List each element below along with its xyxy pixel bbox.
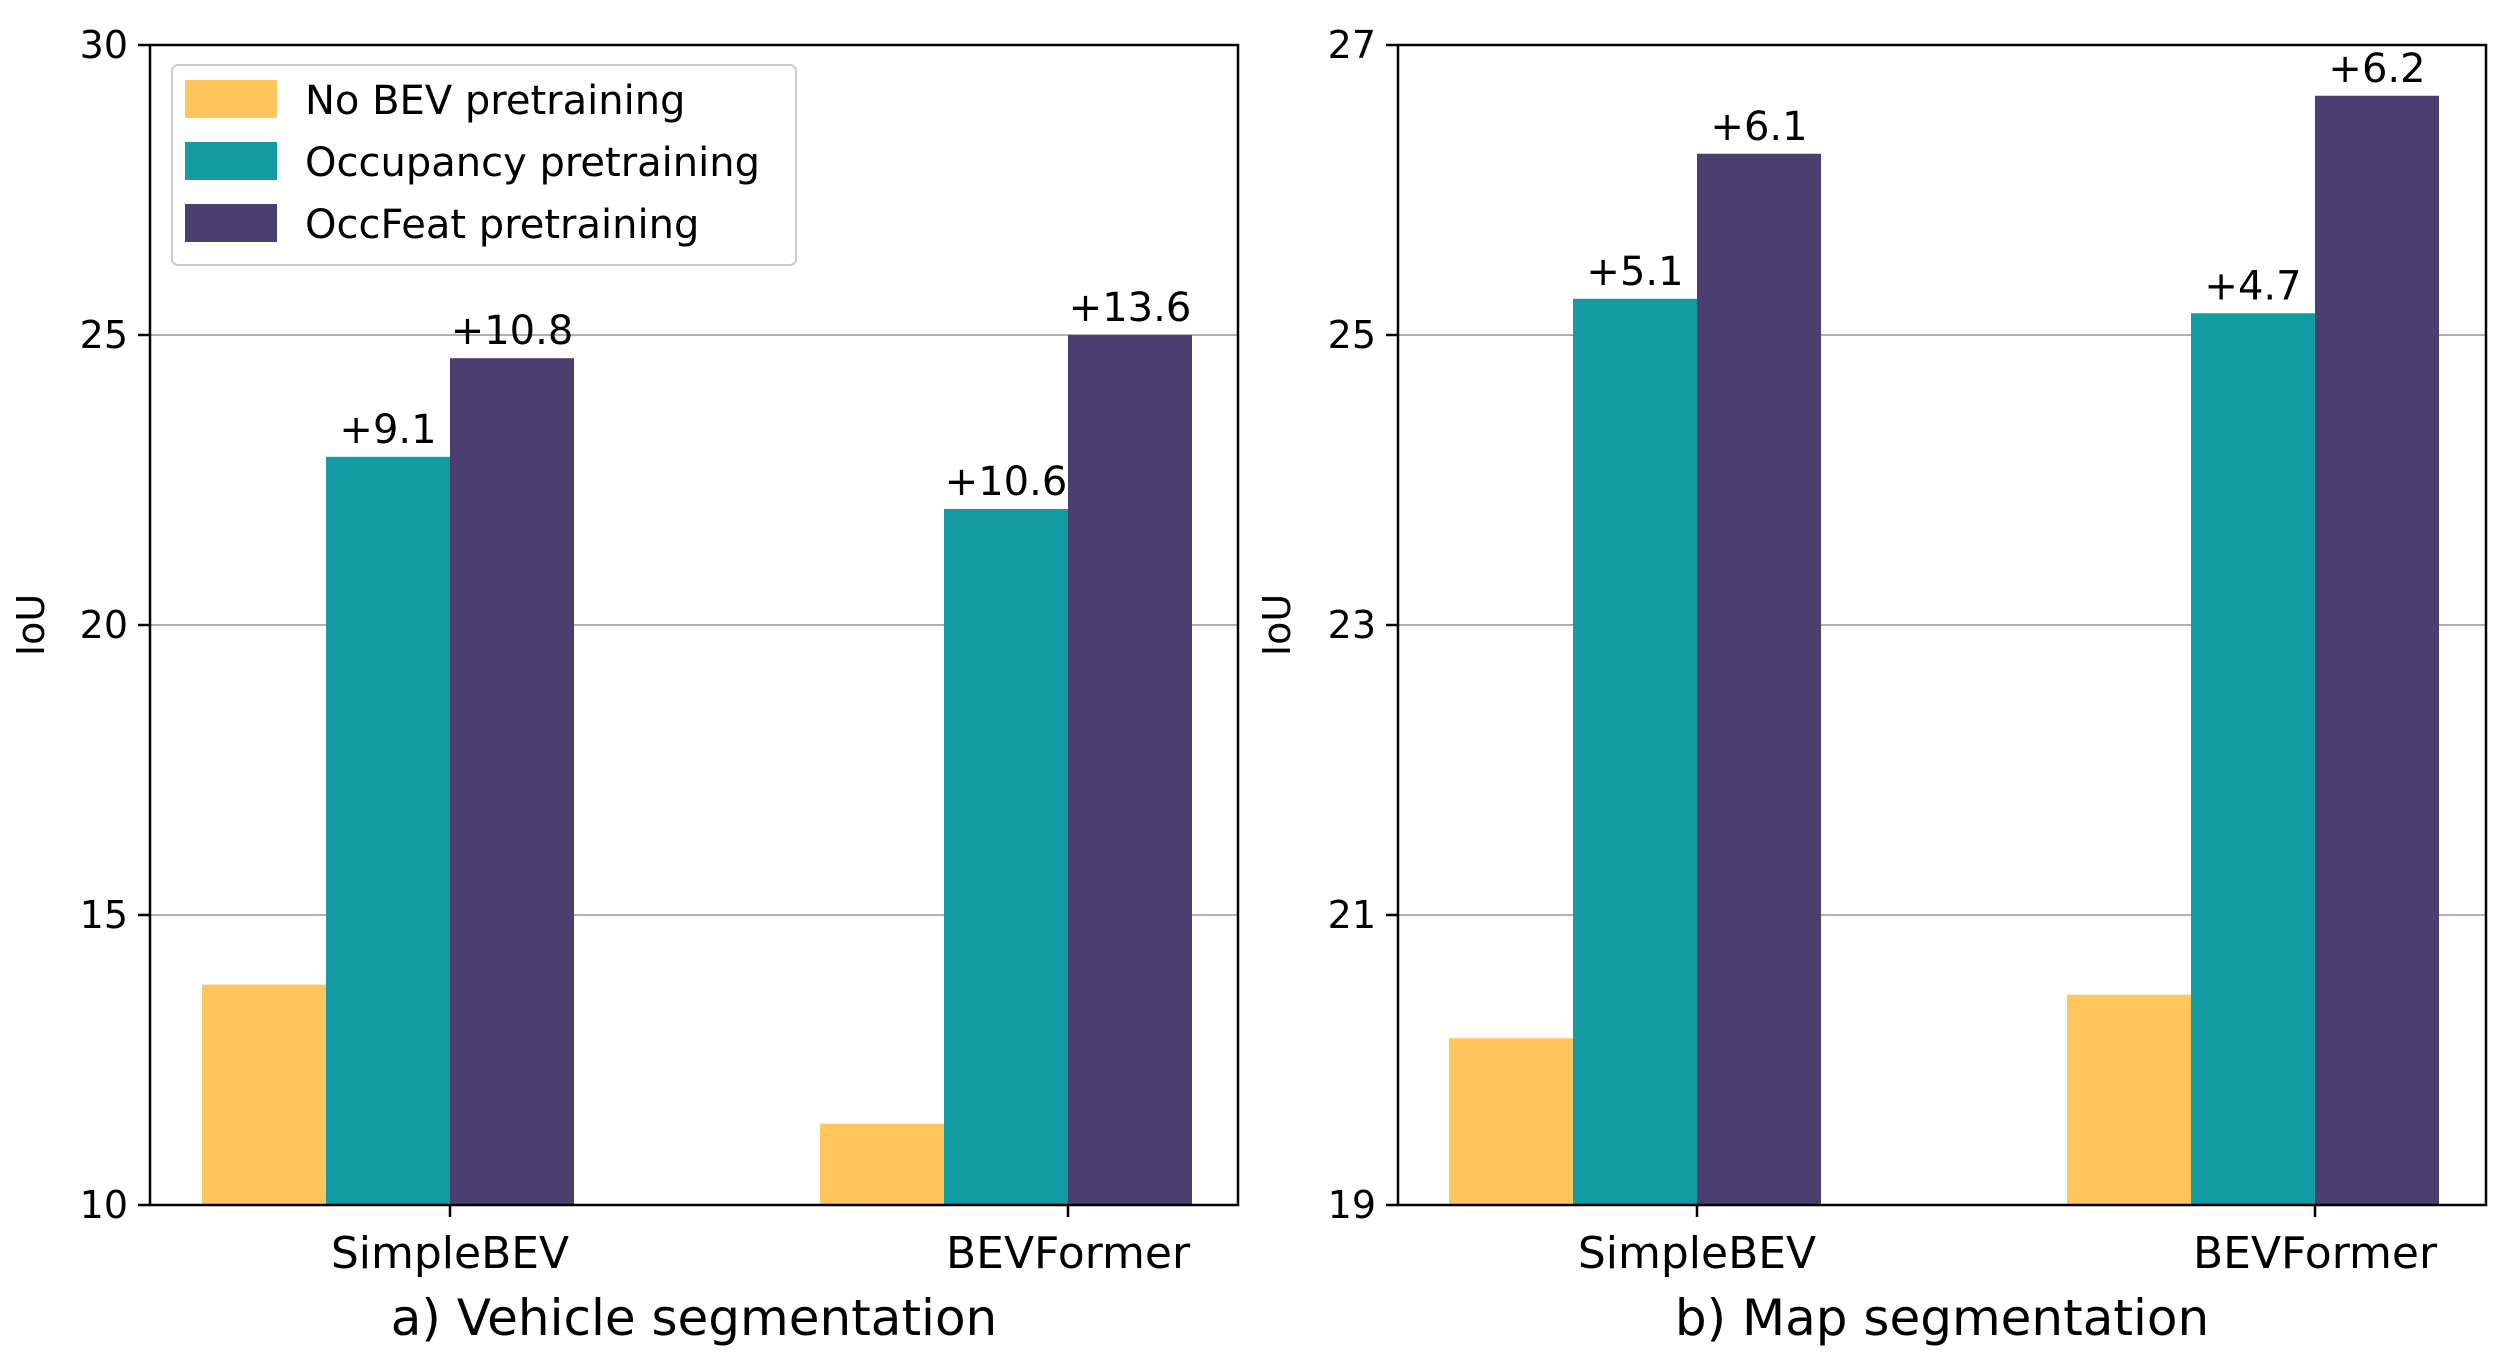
legend-swatch — [185, 204, 277, 242]
data-label: +10.8 — [451, 308, 574, 354]
x-tick-label: SimpleBEV — [331, 1228, 569, 1279]
bar-simplebev-series-3 — [450, 358, 574, 1205]
x-tick-label: SimpleBEV — [1578, 1228, 1816, 1279]
y-tick-label: 15 — [80, 893, 128, 937]
legend-label: OccFeat pretraining — [305, 202, 699, 248]
data-label: +13.6 — [1069, 285, 1192, 331]
y-tick-label: 25 — [80, 313, 128, 357]
data-label: +9.1 — [339, 407, 436, 453]
bar-bevformer-series-2 — [2191, 313, 2315, 1205]
legend-box — [171, 64, 797, 266]
y-tick-label: 30 — [80, 23, 128, 67]
y-tick-label: 25 — [1328, 313, 1376, 357]
legend: No BEV pretraining Occupancy pretraining O… — [171, 64, 797, 266]
bar-simplebev-series-2 — [326, 456, 450, 1205]
bar-bevformer-series-3 — [2315, 95, 2439, 1205]
bar-simplebev-series-1 — [202, 984, 326, 1205]
data-label: +6.2 — [2328, 46, 2425, 92]
bar-bevformer-series-1 — [2067, 994, 2191, 1205]
legend-swatch — [185, 142, 277, 180]
y-tick-label: 10 — [80, 1183, 128, 1227]
bar-simplebev-series-1 — [1449, 1038, 1573, 1205]
data-label: +4.7 — [2204, 263, 2301, 309]
y-tick-label: 20 — [80, 603, 128, 647]
subcaption: a) Vehicle segmentation — [391, 1289, 997, 1347]
legend-swatch — [185, 80, 277, 118]
y-tick-label: 21 — [1328, 893, 1376, 937]
data-label: +10.6 — [945, 459, 1068, 505]
data-label: +6.1 — [1710, 104, 1807, 150]
y-tick-label: 23 — [1328, 603, 1376, 647]
bar-bevformer-series-2 — [944, 509, 1068, 1205]
bar-bevformer-series-1 — [820, 1123, 944, 1205]
y-axis-title: IoU — [1255, 594, 1299, 656]
y-axis-title: IoU — [9, 594, 53, 656]
x-tick-label: BEVFormer — [946, 1228, 1191, 1279]
y-tick-label: 19 — [1328, 1183, 1376, 1227]
x-tick-label: BEVFormer — [2193, 1228, 2438, 1279]
chart-panel-2: +5.1 +4.7 +6.1 +6.2 19 21 23 25 27 SimpleBEV BEVFo… — [1255, 23, 2488, 1347]
bar-simplebev-series-3 — [1697, 153, 1821, 1205]
bar-bevformer-series-3 — [1068, 335, 1192, 1205]
chart-panel-1: +9.1 +10.6 +10.8 +13.6 10 15 20 25 30 SimpleBEV BE… — [9, 23, 1240, 1347]
y-tick-label: 27 — [1328, 23, 1376, 67]
data-label: +5.1 — [1586, 249, 1683, 295]
subcaption: b) Map segmentation — [1675, 1289, 2209, 1347]
legend-label: Occupancy pretraining — [305, 140, 760, 186]
legend-label: No BEV pretraining — [305, 78, 685, 124]
bar-simplebev-series-2 — [1573, 298, 1697, 1205]
